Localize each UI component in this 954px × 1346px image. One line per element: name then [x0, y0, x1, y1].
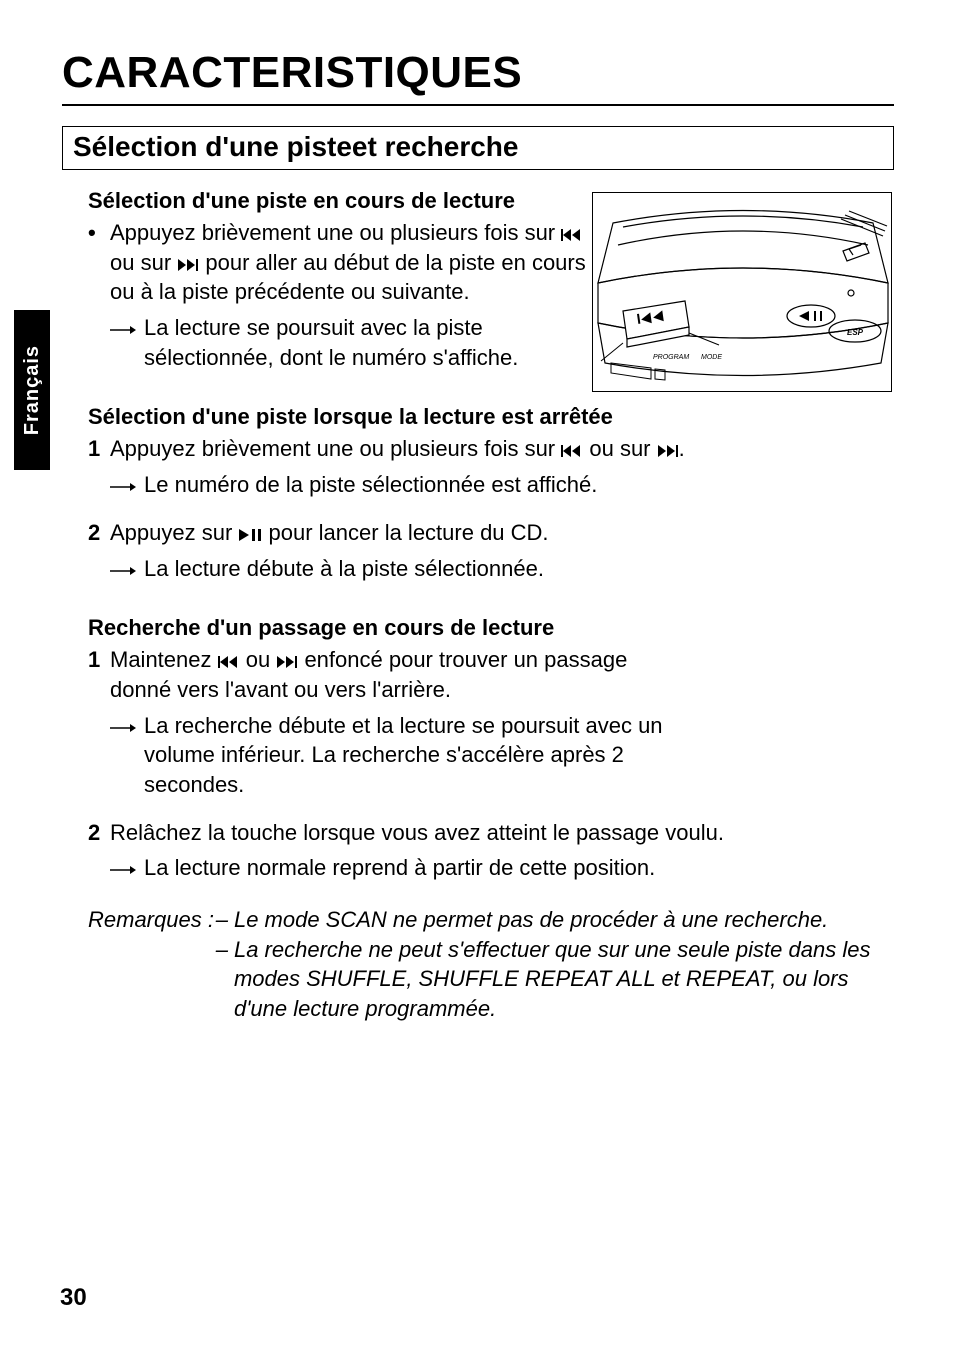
text-fragment: ou sur [110, 250, 177, 275]
page-number: 30 [60, 1284, 87, 1312]
language-tab: Français [14, 310, 50, 470]
result-text: La lecture normale reprend à partir de c… [144, 853, 894, 883]
remark-text: Le mode SCAN ne permet pas de procéder à… [234, 905, 894, 935]
result-row: Le numéro de la piste sélectionnée est a… [110, 470, 894, 500]
text-fragment: Appuyez sur [110, 520, 238, 545]
heading-search: Recherche d'un passage en cours de lectu… [88, 615, 894, 641]
result-arrow-icon [110, 853, 144, 883]
title-rule: CARACTERISTIQUES [62, 48, 894, 106]
result-text: Le numéro de la piste sélectionnée est a… [144, 470, 894, 500]
skip-next-icon [657, 436, 679, 461]
step-number: 1 [88, 645, 110, 704]
section-heading: Sélection d'une pisteet recherche [73, 131, 883, 163]
result-arrow-icon [110, 313, 144, 372]
language-tab-label: Français [21, 345, 44, 435]
step-number: 2 [88, 518, 110, 548]
step-row: 1 Maintenez ou enfoncé pour trouver un p… [88, 645, 648, 704]
remark-text: La recherche ne peut s'effectuer que sur… [234, 935, 894, 1024]
esp-label: ESP [847, 328, 864, 337]
page: Français CARACTERISTIQUES Sélection d'un… [0, 0, 954, 1346]
step-text: Relâchez la touche lorsque vous avez att… [110, 818, 894, 848]
bullet-text: Appuyez brièvement une ou plusieurs fois… [110, 218, 608, 307]
text-fragment: pour lancer la lecture du CD. [262, 520, 548, 545]
program-label: PROGRAM [653, 354, 689, 361]
remark-line: – La recherche ne peut s'effectuer que s… [214, 935, 894, 1024]
skip-prev-icon [561, 220, 583, 245]
text-fragment: ou [240, 647, 277, 672]
remarks-body: – Le mode SCAN ne permet pas de procéder… [214, 905, 894, 1024]
step-row: 1 Appuyez brièvement une ou plusieurs fo… [88, 434, 894, 464]
device-illustration: ESP PROGRAM MODE [592, 192, 892, 392]
remarks-label: Remarques : [88, 905, 214, 1024]
result-text: La lecture débute à la piste sélectionné… [144, 554, 894, 584]
step-row: 2 Appuyez sur pour lancer la lecture du … [88, 518, 894, 548]
result-row: La lecture débute à la piste sélectionné… [110, 554, 894, 584]
step-text: Appuyez sur pour lancer la lecture du CD… [110, 518, 894, 548]
step-number: 1 [88, 434, 110, 464]
step-number: 2 [88, 818, 110, 848]
skip-next-icon [177, 250, 199, 275]
step-text: Maintenez ou enfoncé pour trouver un pas… [110, 645, 648, 704]
text-fragment: . [679, 436, 685, 461]
remark-line: – Le mode SCAN ne permet pas de procéder… [214, 905, 894, 935]
result-row: La lecture normale reprend à partir de c… [110, 853, 894, 883]
skip-prev-icon [561, 436, 583, 461]
result-text: La recherche débute et la lecture se pou… [144, 711, 688, 800]
text-fragment: Appuyez brièvement une ou plusieurs fois… [110, 436, 561, 461]
step-text: Appuyez brièvement une ou plusieurs fois… [110, 434, 894, 464]
step-row: 2 Relâchez la touche lorsque vous avez a… [88, 818, 894, 848]
play-pause-icon [238, 520, 262, 545]
text-fragment: Appuyez brièvement une ou plusieurs fois… [110, 220, 561, 245]
result-text: La lecture se poursuit avec la piste sél… [144, 313, 608, 372]
bullet-dot: • [88, 218, 110, 307]
bullet-item: • Appuyez brièvement une ou plusieurs fo… [88, 218, 608, 307]
result-row: La lecture se poursuit avec la piste sél… [110, 313, 608, 372]
dash-mark: – [214, 935, 234, 1024]
page-title: CARACTERISTIQUES [62, 48, 894, 98]
heading-stopped: Sélection d'une piste lorsque la lecture… [88, 404, 894, 430]
result-arrow-icon [110, 554, 144, 584]
skip-next-icon [276, 647, 298, 672]
result-arrow-icon [110, 470, 144, 500]
dash-mark: – [214, 905, 234, 935]
result-row: La recherche débute et la lecture se pou… [110, 711, 688, 800]
skip-prev-icon [218, 647, 240, 672]
section-heading-box: Sélection d'une pisteet recherche [62, 126, 894, 170]
remarks-block: Remarques : – Le mode SCAN ne permet pas… [88, 905, 894, 1024]
text-fragment: ou sur [583, 436, 656, 461]
mode-label: MODE [701, 354, 722, 361]
result-arrow-icon [110, 711, 144, 800]
text-fragment: Maintenez [110, 647, 218, 672]
